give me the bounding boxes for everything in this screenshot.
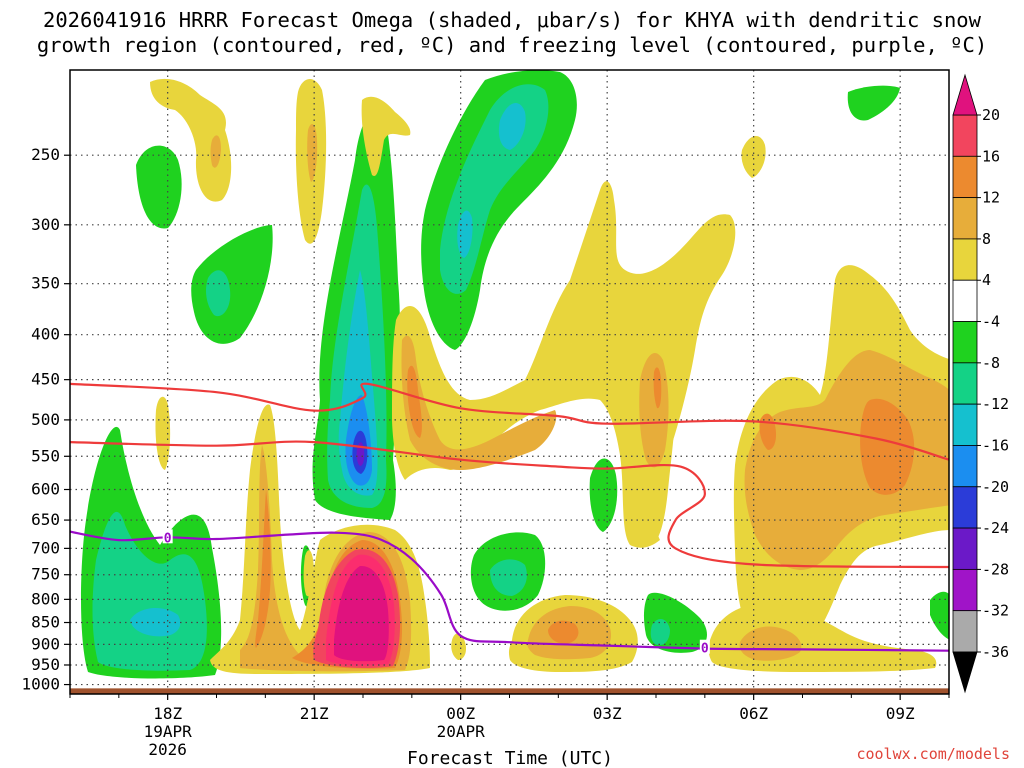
- omega-region-sinking-midlevel-04z-l2: [639, 352, 669, 468]
- omega-region-sinking-lowlevel-07z-l2: [739, 626, 802, 661]
- omega-region-sinking-upper-06z: [741, 135, 766, 178]
- omega-region-rising-lowlevel-10z: [930, 591, 949, 640]
- colorbar-label-10: -24: [982, 519, 1009, 537]
- chart-title-line2: growth region (contoured, red, ºC) and f…: [37, 33, 987, 57]
- x-tick-label-00Z: 00Z: [446, 704, 475, 723]
- colorbar-swatch-2: [952, 197, 978, 240]
- omega-region-sinking-midlevel-08z-l2: [744, 350, 949, 570]
- surface-terrain-fill: [70, 688, 949, 694]
- y-tick-label-600: 600: [31, 480, 60, 499]
- x-tick-label-03Z: 03Z: [593, 704, 622, 723]
- y-tick-label-550: 550: [31, 446, 60, 465]
- colorbar-label-8: -16: [982, 436, 1009, 454]
- y-axis: 250 300 350 400 450 500 550 600 650 700 750 800 850 9…: [21, 145, 70, 694]
- colorbar-bottom-triangle: [952, 651, 978, 694]
- colorbar-swatch-3: [952, 238, 978, 281]
- colorbar-label-11: -28: [982, 560, 1009, 578]
- y-tick-label-950: 950: [31, 655, 60, 674]
- omega-region-rising-column-01z-l3: [498, 102, 526, 150]
- colorbar-label-7: -12: [982, 395, 1009, 413]
- freezing-level-contour: [70, 530, 949, 652]
- omega-region-sinking-midlevel-04z-l3: [653, 367, 662, 409]
- omega-region-rising-lowlevel-01z-inner: [490, 559, 527, 596]
- omega-region-rising-upper-19z-inner: [206, 270, 231, 317]
- freezing-level-label-0: 0: [164, 531, 172, 546]
- dgz-contour-upper: [70, 382, 949, 461]
- omega-region-rising-lowlevel-17z-inner: [92, 511, 207, 671]
- omega-region-sinking-upper-18z: [150, 78, 232, 202]
- colorbar-swatch-5: [952, 321, 978, 364]
- omega-region-sinking-upper-19z-inner: [210, 135, 221, 168]
- grid: [70, 70, 949, 694]
- x-tick-date-18Z: 19APR: [144, 722, 193, 741]
- colorbar-label-1: 16: [982, 147, 1000, 165]
- x-tick-label-09Z: 09Z: [886, 704, 915, 723]
- colorbar-swatch-4: [952, 279, 978, 322]
- omega-region-sinking-midlevel-00z-l2: [401, 335, 557, 470]
- y-tick-label-800: 800: [31, 589, 60, 608]
- credit-text: coolwx.com/models: [856, 745, 1010, 763]
- freezing-level-label-bg: [162, 529, 173, 544]
- y-tick-label-850: 850: [31, 613, 60, 632]
- colorbar-swatch-0: [952, 114, 978, 157]
- omega-region-rising-upper-17z: [136, 145, 182, 229]
- x-tick-date-00Z: 20APR: [437, 722, 486, 741]
- colorbar-label-3: 8: [982, 230, 991, 248]
- omega-region-sinking-upper-21z-inner: [307, 124, 318, 182]
- y-tick-label-750: 750: [31, 565, 60, 584]
- omega-region-sinking-lowlevel-00z: [451, 633, 467, 660]
- omega-region-rising-midlevel-04z: [589, 458, 618, 532]
- colorbar-swatch-10: [952, 527, 978, 570]
- omega-region-rising-upper-09z: [847, 85, 900, 121]
- colorbar-swatch-8: [952, 445, 978, 488]
- omega-region-sinking-midlevel-00z-l3: [407, 365, 422, 438]
- x-tick-year-18Z: 2026: [148, 740, 187, 759]
- y-tick-label-650: 650: [31, 510, 60, 529]
- omega-region-sinking-mid-18z: [155, 396, 171, 470]
- y-tick-label-400: 400: [31, 325, 60, 344]
- y-tick-label-500: 500: [31, 410, 60, 429]
- omega-region-sinking-lowlevel-02z-l3: [548, 620, 579, 644]
- omega-region-sinking-upper-21z-right: [361, 96, 411, 176]
- colorbar-label-2: 12: [982, 189, 1000, 207]
- omega-region-rising-lowlevel-04z-inner: [650, 618, 670, 646]
- y-tick-label-450: 450: [31, 370, 60, 389]
- colorbar-swatch-9: [952, 486, 978, 529]
- omega-region-rising-upper-19z: [191, 225, 273, 344]
- x-axis-title: Forecast Time (UTC): [407, 748, 613, 768]
- colorbar-swatch-6: [952, 362, 978, 405]
- colorbar-swatch-12: [952, 610, 978, 653]
- colorbar-label-12: -32: [982, 602, 1009, 620]
- x-tick-label-21Z: 21Z: [300, 704, 329, 723]
- colorbar-label-0: 20: [982, 106, 1000, 124]
- dgz-contour-lower: [70, 440, 949, 569]
- colorbar-top-triangle: [952, 73, 978, 116]
- colorbar: 20 16 12 8 4 -4 -8 -12 -16 -20 -24 -28 -32 -36: [952, 73, 1009, 694]
- colorbar-swatch-1: [952, 155, 978, 199]
- omega-region-sinking-core-22z-peak: [334, 565, 389, 662]
- x-tick-label-18Z: 18Z: [153, 704, 182, 723]
- colorbar-swatch-11: [952, 568, 978, 612]
- colorbar-swatch-7: [952, 403, 978, 446]
- y-tick-label-350: 350: [31, 274, 60, 293]
- omega-shading: [81, 70, 949, 679]
- y-tick-label-1000: 1000: [21, 675, 60, 694]
- contour-lines: 00: [70, 382, 949, 657]
- colorbar-label-4: 4: [982, 271, 991, 289]
- colorbar-label-9: -20: [982, 478, 1009, 496]
- chart-title-line1: 2026041916 HRRR Forecast Omega (shaded, …: [43, 8, 982, 32]
- y-tick-label-900: 900: [31, 634, 60, 653]
- freezing-level-label-1: 0: [701, 642, 709, 657]
- x-tick-label-06Z: 06Z: [739, 704, 768, 723]
- y-tick-label-250: 250: [31, 145, 60, 164]
- colorbar-label-5: -4: [982, 313, 1000, 331]
- omega-region-sinking-mid-21z-left: [303, 550, 314, 597]
- colorbar-label-6: -8: [982, 354, 1000, 372]
- freezing-level-label-bg: [699, 639, 710, 654]
- y-tick-label-700: 700: [31, 538, 60, 557]
- colorbar-label-13: -36: [982, 643, 1009, 661]
- y-tick-label-300: 300: [31, 215, 60, 234]
